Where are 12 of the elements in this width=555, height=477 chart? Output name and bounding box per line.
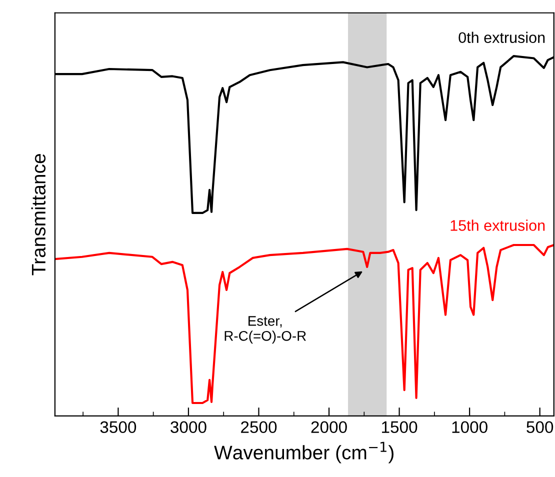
x-tick-label: 1500 (382, 421, 418, 434)
x-tick-label: 2500 (241, 421, 277, 434)
x-tick-label: 3000 (170, 421, 206, 434)
series-label: 15th extrusion (450, 220, 545, 231)
x-tick-label: 3500 (100, 421, 136, 434)
y-axis-title: Transmittance (31, 154, 46, 276)
series-label: 0th extrusion (458, 32, 545, 44)
x-tick-label: 1000 (452, 421, 488, 434)
x-tick-label: 500 (526, 421, 554, 434)
annotation: Ester, R-C(=O)-O-R (224, 316, 306, 344)
x-tick-label: 2000 (311, 421, 347, 434)
x-axis-title: Wavenumber (cm$^{−1}$) (214, 442, 394, 464)
